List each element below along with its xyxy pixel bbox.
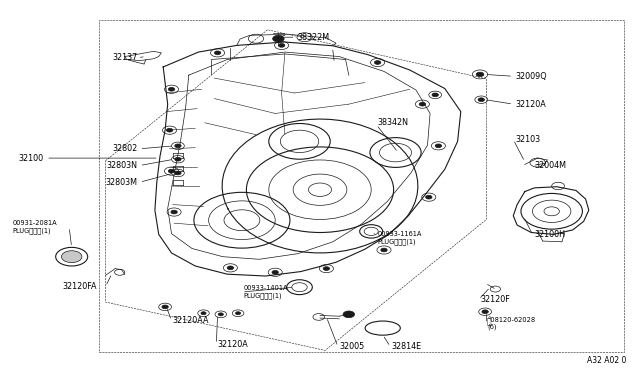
Text: 32100H: 32100H: [534, 230, 565, 239]
Text: °08120-62028
(6): °08120-62028 (6): [488, 317, 536, 330]
Text: 32120F: 32120F: [480, 295, 509, 304]
Text: 38322M: 38322M: [298, 33, 330, 42]
Text: 32103: 32103: [515, 135, 540, 144]
Circle shape: [168, 87, 175, 91]
Text: 32120FA: 32120FA: [63, 282, 97, 291]
Text: 32120A: 32120A: [218, 340, 248, 349]
Text: 32814E: 32814E: [392, 342, 422, 351]
Text: 32802: 32802: [113, 144, 138, 153]
Circle shape: [168, 169, 175, 173]
Circle shape: [175, 171, 181, 175]
Circle shape: [61, 251, 82, 263]
Circle shape: [218, 313, 223, 316]
Circle shape: [236, 312, 241, 315]
Text: 32004M: 32004M: [534, 161, 566, 170]
Circle shape: [171, 210, 177, 214]
Circle shape: [435, 144, 442, 148]
Circle shape: [478, 98, 484, 102]
Circle shape: [419, 102, 426, 106]
Text: 38342N: 38342N: [378, 118, 408, 127]
Circle shape: [374, 61, 381, 64]
Circle shape: [175, 157, 181, 161]
Text: 32100: 32100: [19, 154, 44, 163]
Circle shape: [343, 311, 355, 318]
Text: 32005: 32005: [339, 342, 364, 351]
Text: 32803N: 32803N: [107, 161, 138, 170]
Circle shape: [273, 35, 284, 42]
Text: 32120A: 32120A: [515, 100, 546, 109]
Circle shape: [278, 44, 285, 47]
Circle shape: [476, 72, 484, 77]
Circle shape: [162, 305, 168, 309]
Circle shape: [432, 93, 438, 97]
Circle shape: [426, 195, 432, 199]
Circle shape: [201, 312, 206, 315]
Circle shape: [227, 266, 234, 270]
Circle shape: [166, 128, 173, 132]
Text: 32009Q: 32009Q: [515, 72, 547, 81]
Circle shape: [323, 267, 330, 270]
Text: A32 A02 0: A32 A02 0: [586, 356, 626, 365]
Circle shape: [214, 51, 221, 55]
Text: Ⓑ: Ⓑ: [486, 317, 491, 326]
Text: 00933-1161A
PLUGプラグ(1): 00933-1161A PLUGプラグ(1): [378, 231, 422, 245]
Circle shape: [381, 248, 387, 252]
Circle shape: [175, 144, 181, 148]
Circle shape: [272, 270, 278, 274]
Text: 32120AA: 32120AA: [173, 316, 209, 325]
Text: 00933-1401A
PLUGプラグ(1): 00933-1401A PLUGプラグ(1): [243, 285, 288, 299]
Circle shape: [482, 310, 488, 314]
Text: 32137: 32137: [113, 53, 138, 62]
Text: 00931-2081A
PLUGプラグ(1): 00931-2081A PLUGプラグ(1): [13, 220, 58, 234]
Text: 32803M: 32803M: [106, 178, 138, 187]
